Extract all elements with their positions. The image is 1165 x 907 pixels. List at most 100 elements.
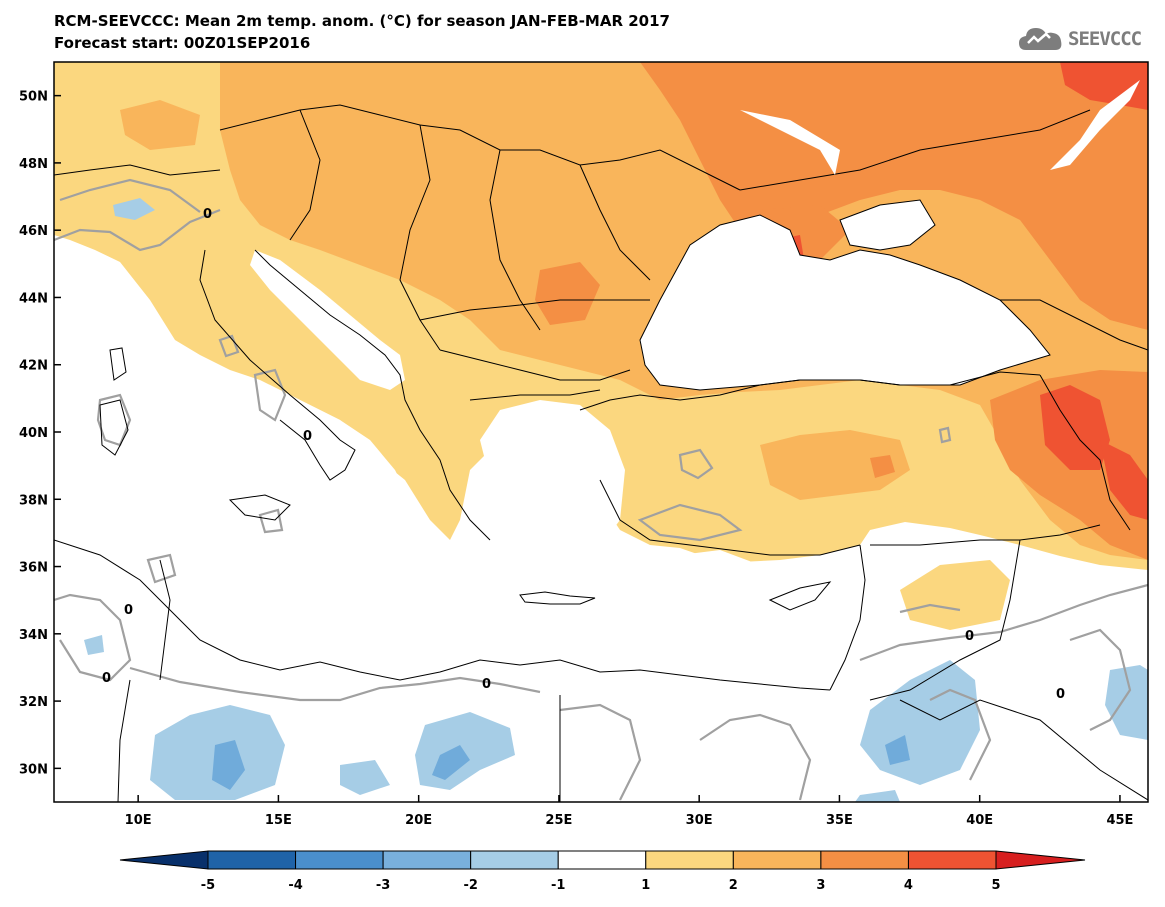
don-river: [1050, 80, 1140, 170]
lat-tick-label: 36N: [19, 561, 48, 576]
lon-tick-label: 15E: [265, 813, 292, 828]
zero-contour-line: [54, 208, 221, 252]
border-line: [439, 349, 631, 381]
colorbar-label: -4: [288, 878, 302, 893]
lon-tick-label: 35E: [826, 813, 853, 828]
colorbar-box: [382, 850, 472, 870]
mediterranean-sea: [54, 330, 860, 705]
colorbar-label: -2: [463, 878, 477, 893]
border-line: [469, 389, 601, 401]
coastline-balkans: [254, 249, 491, 541]
zero-contour-line: [253, 368, 287, 422]
lat-tick-label: 50N: [19, 90, 48, 105]
colorbar-label: -1: [551, 878, 565, 893]
colorbar-box: [907, 850, 997, 870]
anomaly-region-libya-neg2: [212, 740, 245, 790]
chart-title: RCM-SEEVCCC: Mean 2m temp. anom. (°C) fo…: [54, 12, 670, 30]
zero-contour-line: [54, 593, 132, 682]
zero-contours: [54, 178, 1148, 801]
zero-contour-line: [859, 583, 1148, 662]
lat-tick-label: 40N: [19, 426, 48, 441]
anomaly-region-turkey-3-4: [870, 455, 895, 478]
lon-tick-label: 20E: [405, 813, 432, 828]
anomaly-region-alps-2-3: [120, 100, 200, 150]
border-line: [219, 104, 741, 191]
colorbar-box: [732, 850, 822, 870]
colorbar-high-triangle: [995, 850, 1086, 870]
zero-contour-line: [938, 426, 952, 444]
zero-contour-line: [637, 503, 743, 542]
colorbar-label: 2: [729, 878, 738, 893]
lat-tick-label: 34N: [19, 628, 48, 643]
lon-tick-label: 40E: [966, 813, 993, 828]
contour-label: 0: [482, 677, 491, 692]
border-line: [579, 164, 651, 281]
dnieper-river: [740, 110, 840, 175]
lat-tick-label: 46N: [19, 224, 48, 239]
coastline-crete: [519, 591, 596, 605]
zero-contour-line: [146, 553, 177, 584]
colorbar-label: -3: [376, 878, 390, 893]
sea-of-azov: [839, 199, 936, 251]
border-line: [739, 109, 1091, 191]
zero-contour-line: [929, 688, 992, 781]
anomaly-region-3-4: [640, 62, 1148, 330]
lat-tick-label: 48N: [19, 157, 48, 172]
colorbar-label: 3: [816, 878, 825, 893]
zero-contour-line: [699, 713, 812, 801]
border-line: [1039, 374, 1131, 531]
border-line: [117, 679, 131, 802]
contour-label: 0: [124, 603, 133, 618]
coastline-cyprus: [768, 581, 832, 611]
coastline-sicily: [228, 494, 291, 521]
zero-contour-line: [1069, 628, 1132, 731]
lon-tick-label: 10E: [125, 813, 152, 828]
anomaly-region-egypt-neg2: [432, 745, 470, 780]
zero-contour-line: [678, 448, 714, 480]
zero-contour-line: [258, 508, 284, 534]
colorbar-low-triangle: [119, 850, 209, 870]
coastline-levant: [829, 544, 866, 691]
lat-tick-label: 38N: [19, 493, 48, 508]
anomaly-region-arabia-neg2: [885, 735, 910, 765]
border-line: [899, 699, 1148, 801]
zero-contour-line: [218, 334, 240, 358]
contour-label: 0: [102, 671, 111, 686]
coastline-turkey-south: [599, 479, 861, 556]
anomaly-region-tunisia-neg: [84, 635, 104, 655]
axis-ticks: 10E 15E 20E 25E 30E 35E 40E 45E 30N 32N 34N 36N 38N 4…: [19, 90, 1133, 828]
country-borders: [54, 104, 1148, 802]
border-line: [159, 559, 171, 681]
colorbar-box: [820, 850, 909, 870]
anomaly-region-east-neg: [1105, 665, 1148, 740]
colorbar-label: 5: [991, 878, 1000, 893]
anomaly-region-turkey-2-3: [760, 430, 910, 500]
colorbar-box: [295, 850, 384, 870]
anomaly-region-saudi-neg: [855, 790, 900, 802]
anomaly-region-alps-neg: [113, 198, 155, 220]
lon-tick-label: 45E: [1106, 813, 1133, 828]
colorbar-box: [470, 850, 559, 870]
coastline-italy: [199, 249, 356, 481]
coastline-north-africa: [54, 539, 831, 691]
coastline-turkey: [579, 371, 1041, 411]
border-line: [1000, 299, 1148, 351]
contour-label: 0: [965, 629, 974, 644]
coastline-corsica: [109, 347, 127, 381]
border-line: [489, 149, 541, 331]
lat-tick-label: 32N: [19, 695, 48, 710]
contour-label: 0: [203, 207, 212, 222]
border-line: [869, 539, 1021, 701]
zero-contour-line: [59, 178, 201, 213]
contour-label: 0: [1056, 687, 1065, 702]
adriatic-sea: [250, 250, 405, 390]
coastline-sardinia: [99, 399, 129, 456]
lon-tick-label: 25E: [545, 813, 572, 828]
anomaly-region-levant-1-2: [900, 560, 1010, 630]
anomaly-region-sinai-neg: [340, 760, 390, 795]
colorbar: -5 -4 -3 -2 -1 1 2 3 4 5: [119, 850, 1086, 893]
border-line: [419, 299, 650, 321]
zero-contour-line: [899, 603, 961, 614]
lat-tick-label: 44N: [19, 291, 48, 306]
